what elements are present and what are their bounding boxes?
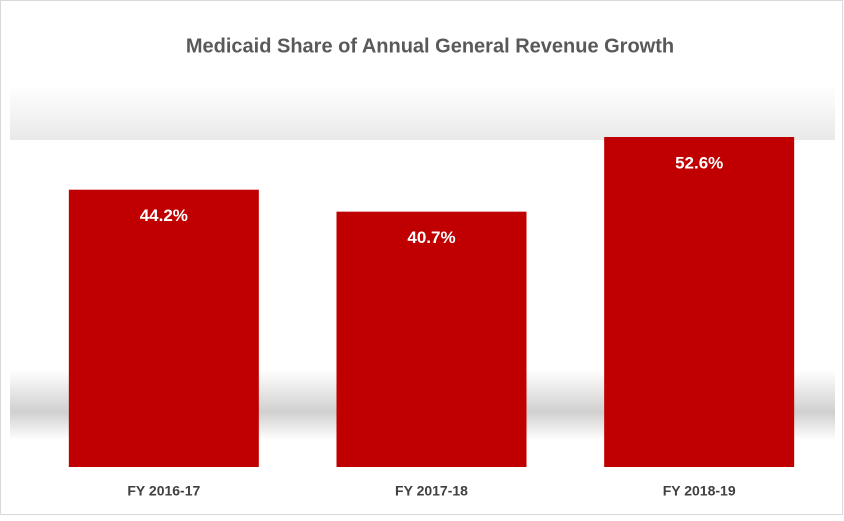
value-label: 40.7% [407, 228, 455, 247]
x-tick-label: FY 2017-18 [395, 483, 468, 499]
value-label: 44.2% [140, 206, 188, 225]
value-label: 52.6% [675, 153, 723, 172]
bar [604, 137, 795, 467]
x-tick-label: FY 2016-17 [127, 483, 200, 499]
bar [336, 211, 527, 467]
bar [68, 189, 259, 467]
backdrop [10, 85, 835, 140]
x-tick-label: FY 2018-19 [663, 483, 736, 499]
chart-title: Medicaid Share of Annual General Revenue… [186, 35, 674, 57]
